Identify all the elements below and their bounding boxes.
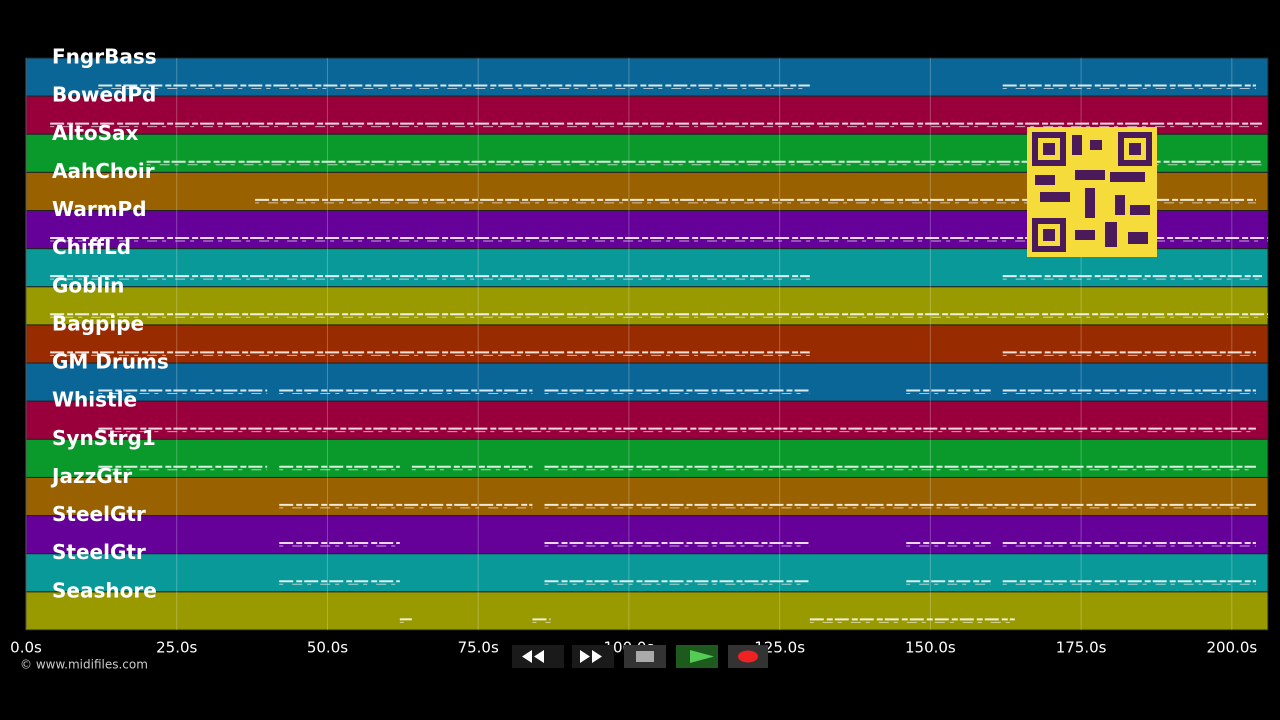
- note-span: [98, 84, 810, 89]
- note-span: [279, 503, 533, 509]
- qr-code: [1027, 127, 1157, 257]
- rewind-button[interactable]: [512, 645, 564, 668]
- note-span: [279, 465, 400, 471]
- note-span: [98, 465, 268, 471]
- note-span: [50, 275, 810, 280]
- record-button[interactable]: [728, 645, 768, 668]
- x-tick-label: 75.0s: [458, 639, 499, 657]
- play-button[interactable]: [676, 645, 718, 668]
- note-span: [544, 542, 810, 547]
- note-span: [279, 580, 400, 585]
- track-label: SynStrg1: [52, 426, 156, 450]
- track-label: AltoSax: [52, 121, 139, 145]
- note-span: [98, 427, 1256, 433]
- track-label: FngrBass: [52, 45, 157, 69]
- track-band: [25, 553, 1269, 593]
- track-label: SteelGtr: [52, 540, 146, 564]
- track-band: [25, 591, 1269, 631]
- track-band: [25, 362, 1269, 402]
- note-span: [98, 389, 268, 395]
- note-span: [906, 542, 991, 547]
- x-tick-label: 50.0s: [307, 639, 348, 657]
- note-span: [544, 503, 1256, 509]
- note-span: [809, 618, 1015, 623]
- note-span: [544, 465, 1256, 471]
- note-span: [399, 618, 412, 623]
- copyright: © www.midifiles.com: [20, 658, 148, 672]
- note-span: [906, 389, 991, 395]
- x-tick-label: 25.0s: [156, 639, 197, 657]
- transport: [512, 645, 768, 668]
- note-span: [279, 542, 400, 547]
- x-tick-label: 150.0s: [905, 639, 956, 657]
- note-span: [1002, 84, 1256, 89]
- track-band: [25, 400, 1269, 440]
- stop-button[interactable]: [624, 645, 666, 668]
- track-label: Bagpipe: [52, 311, 144, 335]
- note-span: [411, 465, 533, 471]
- note-span: [1002, 389, 1256, 395]
- track-label: ChiffLd: [52, 235, 131, 259]
- track-label: AahChoir: [52, 159, 155, 183]
- note-span: [906, 580, 991, 585]
- note-span: [1002, 275, 1262, 280]
- track-label: Seashore: [52, 578, 157, 602]
- track-label: SteelGtr: [52, 502, 146, 526]
- note-span: [50, 236, 1268, 242]
- note-span: [279, 389, 533, 395]
- note-span: [1002, 351, 1256, 356]
- note-span: [50, 313, 1268, 318]
- x-tick-label: 0.0s: [10, 639, 42, 657]
- track-band: [25, 286, 1269, 326]
- note-span: [1002, 580, 1256, 585]
- notes: [50, 84, 1268, 623]
- track-labels: FngrBass BowedPd AltoSax AahChoir WarmPd Chif…: [50, 45, 169, 603]
- note-span: [50, 351, 810, 356]
- x-tick-label: 200.0s: [1206, 639, 1257, 657]
- track-band: [25, 476, 1269, 517]
- forward-button[interactable]: [572, 645, 614, 668]
- track-label: BowedPd: [52, 83, 156, 107]
- note-span: [50, 122, 1262, 128]
- note-span: [1002, 542, 1256, 547]
- note-span: [544, 580, 810, 585]
- note-span: [532, 618, 551, 623]
- track-band: [25, 324, 1269, 364]
- track-band: [25, 57, 1269, 97]
- track-label: WarmPd: [52, 197, 147, 221]
- track-label: GM Drums: [52, 350, 169, 374]
- track-label: Whistle: [52, 388, 137, 412]
- track-label: Goblin: [52, 273, 124, 297]
- track-band: [25, 515, 1269, 555]
- note-span: [544, 389, 810, 395]
- track-label: JazzGtr: [50, 464, 132, 488]
- x-tick-label: 175.0s: [1056, 639, 1107, 657]
- track-band: [25, 438, 1269, 478]
